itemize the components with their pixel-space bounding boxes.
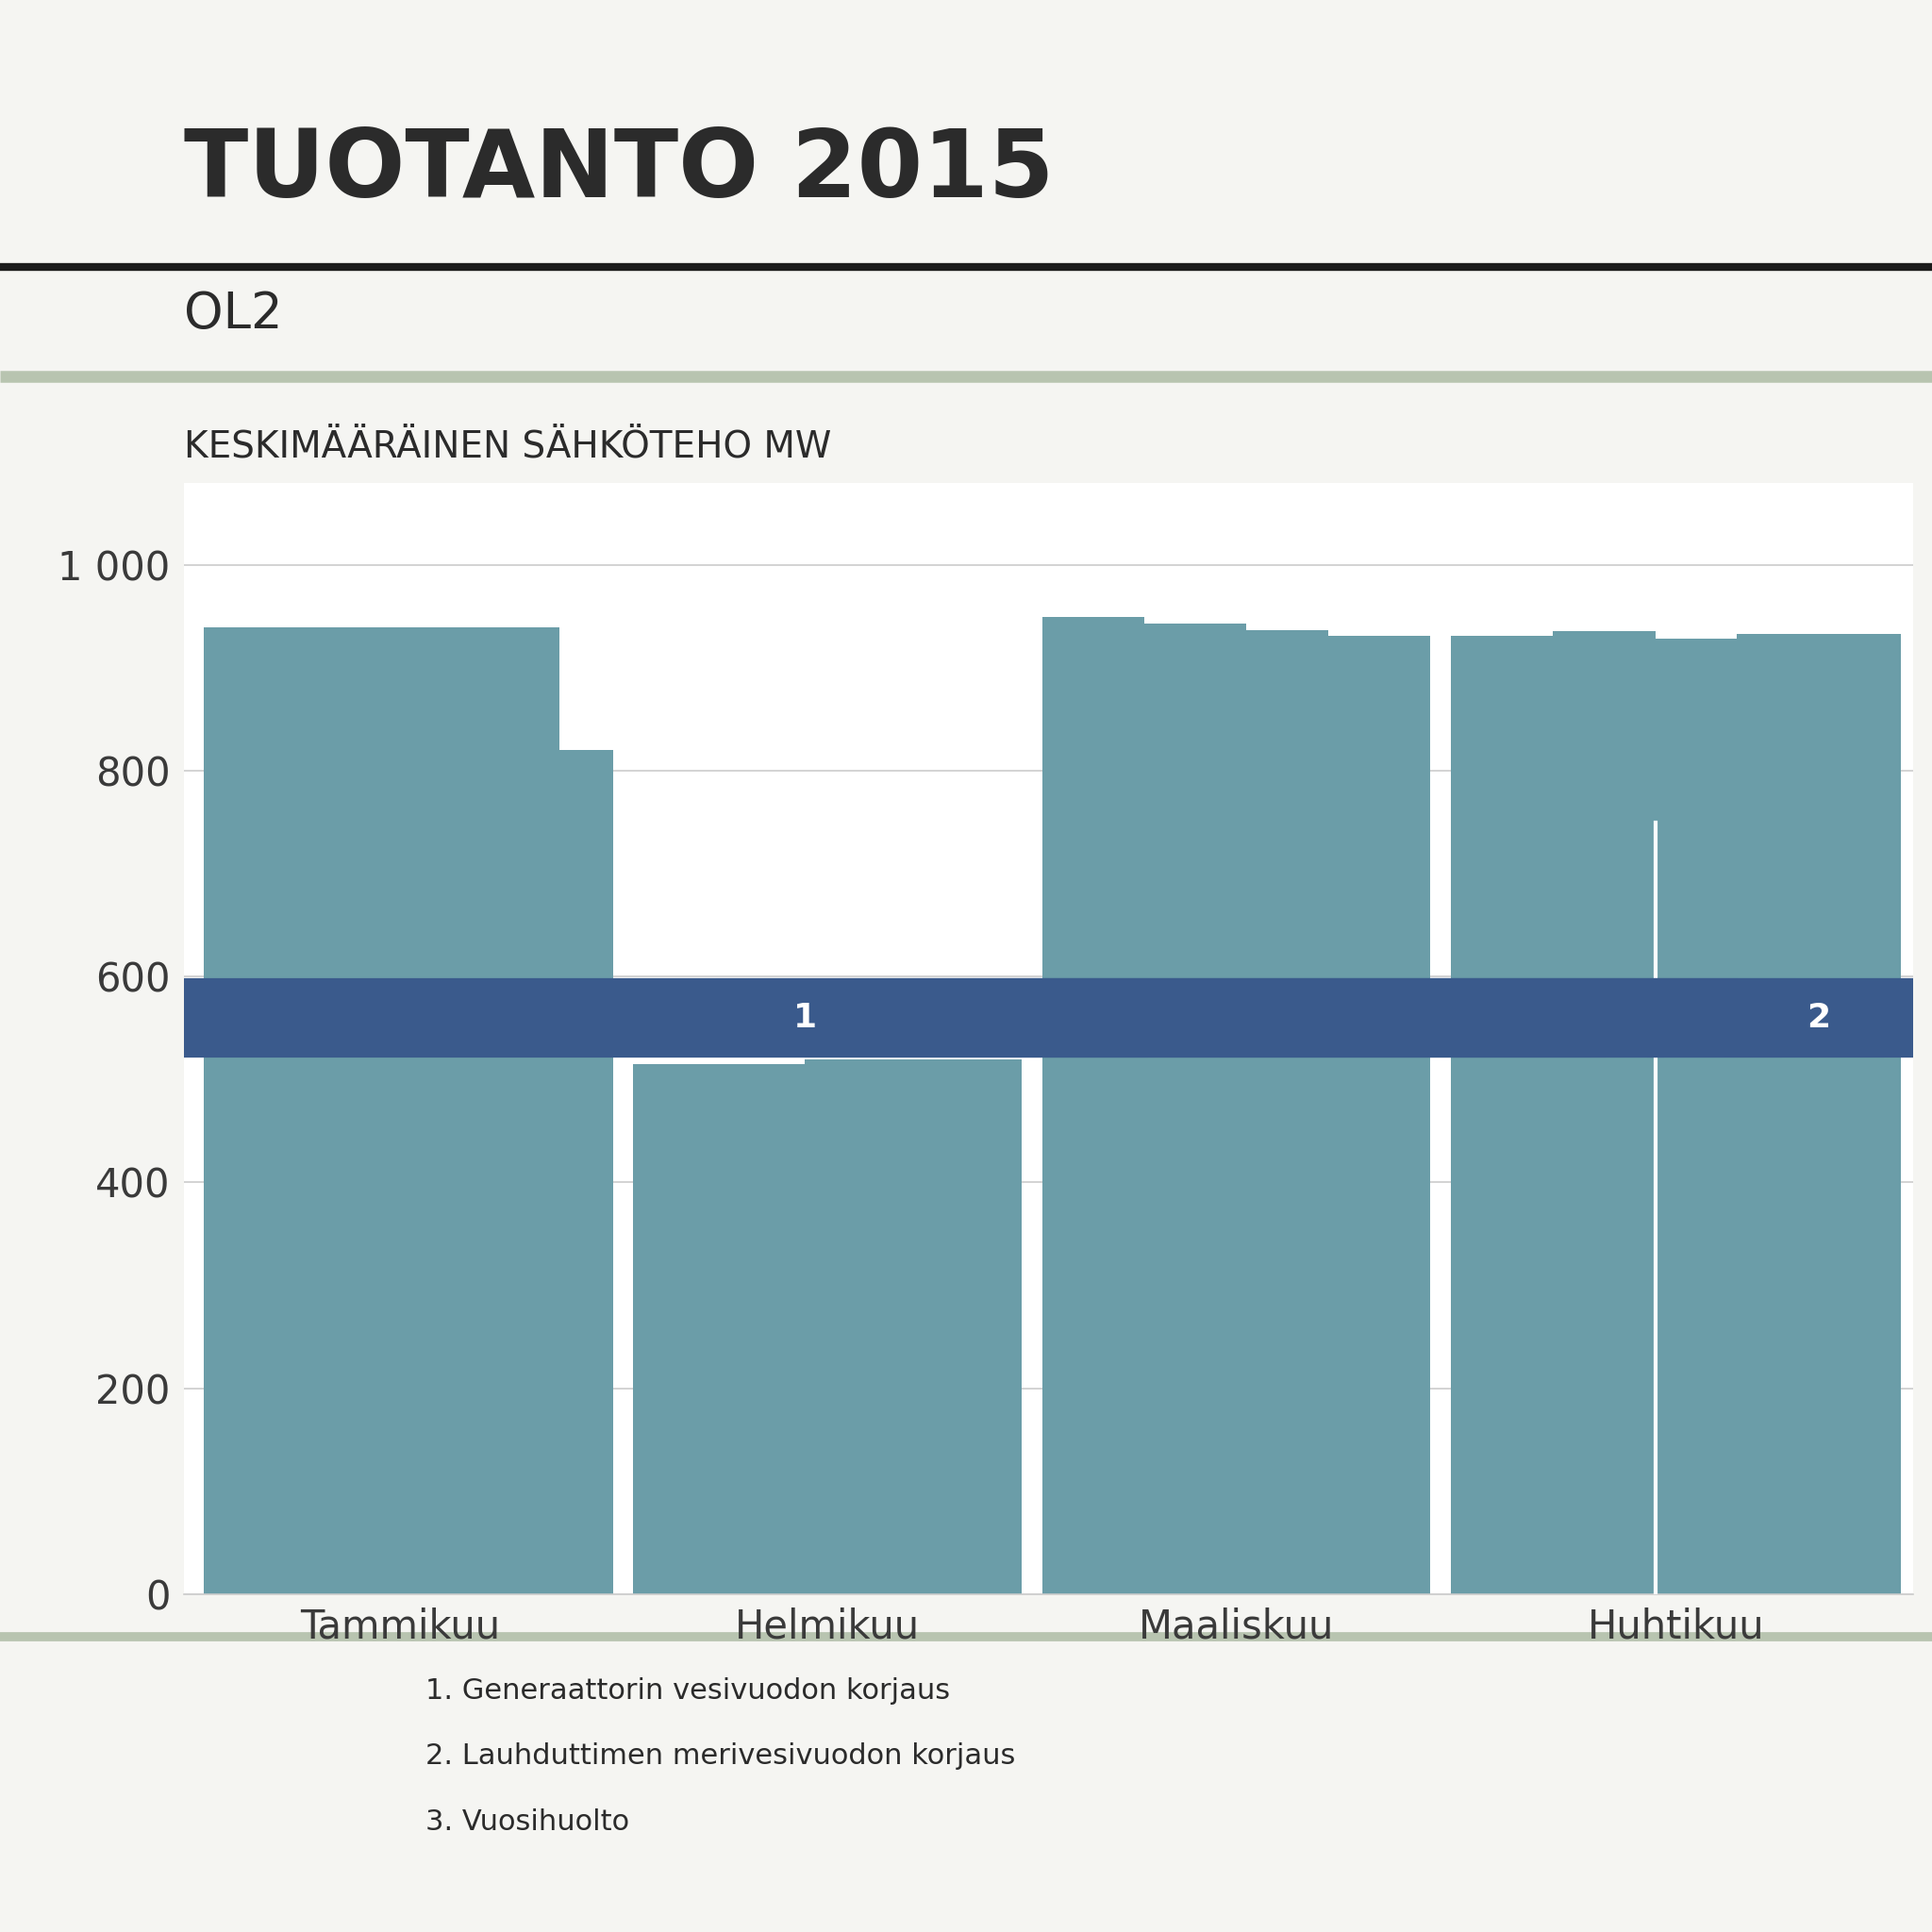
Text: 2: 2 — [1806, 1003, 1830, 1034]
Bar — [1327, 636, 1430, 1594]
Text: 1: 1 — [792, 1003, 817, 1034]
Text: TUOTANTO 2015: TUOTANTO 2015 — [184, 126, 1053, 216]
Bar — [205, 628, 560, 1594]
Text: 1. Generaattorin vesivuodon korjaus: 1. Generaattorin vesivuodon korjaus — [425, 1677, 951, 1704]
Bar — [634, 1065, 806, 1594]
Text: 3. Vuosihuolto: 3. Vuosihuolto — [425, 1808, 630, 1835]
Text: OL2: OL2 — [184, 290, 282, 338]
Bar — [1553, 632, 1656, 1594]
Bar — [560, 750, 612, 1594]
Bar — [1041, 616, 1144, 1594]
Text: 2. Lauhduttimen merivesivuodon korjaus: 2. Lauhduttimen merivesivuodon korjaus — [425, 1743, 1014, 1770]
Bar — [806, 1059, 1022, 1594]
Bar — [1451, 636, 1553, 1594]
Bar — [1144, 624, 1246, 1594]
Bar — [1656, 638, 1737, 1594]
Circle shape — [0, 980, 1932, 1057]
Bar — [1737, 634, 1901, 1594]
Text: KESKIMÄÄRÄINEN SÄHKÖTEHO MW: KESKIMÄÄRÄINEN SÄHKÖTEHO MW — [184, 429, 831, 466]
Bar — [1246, 630, 1327, 1594]
Circle shape — [0, 980, 1932, 1057]
